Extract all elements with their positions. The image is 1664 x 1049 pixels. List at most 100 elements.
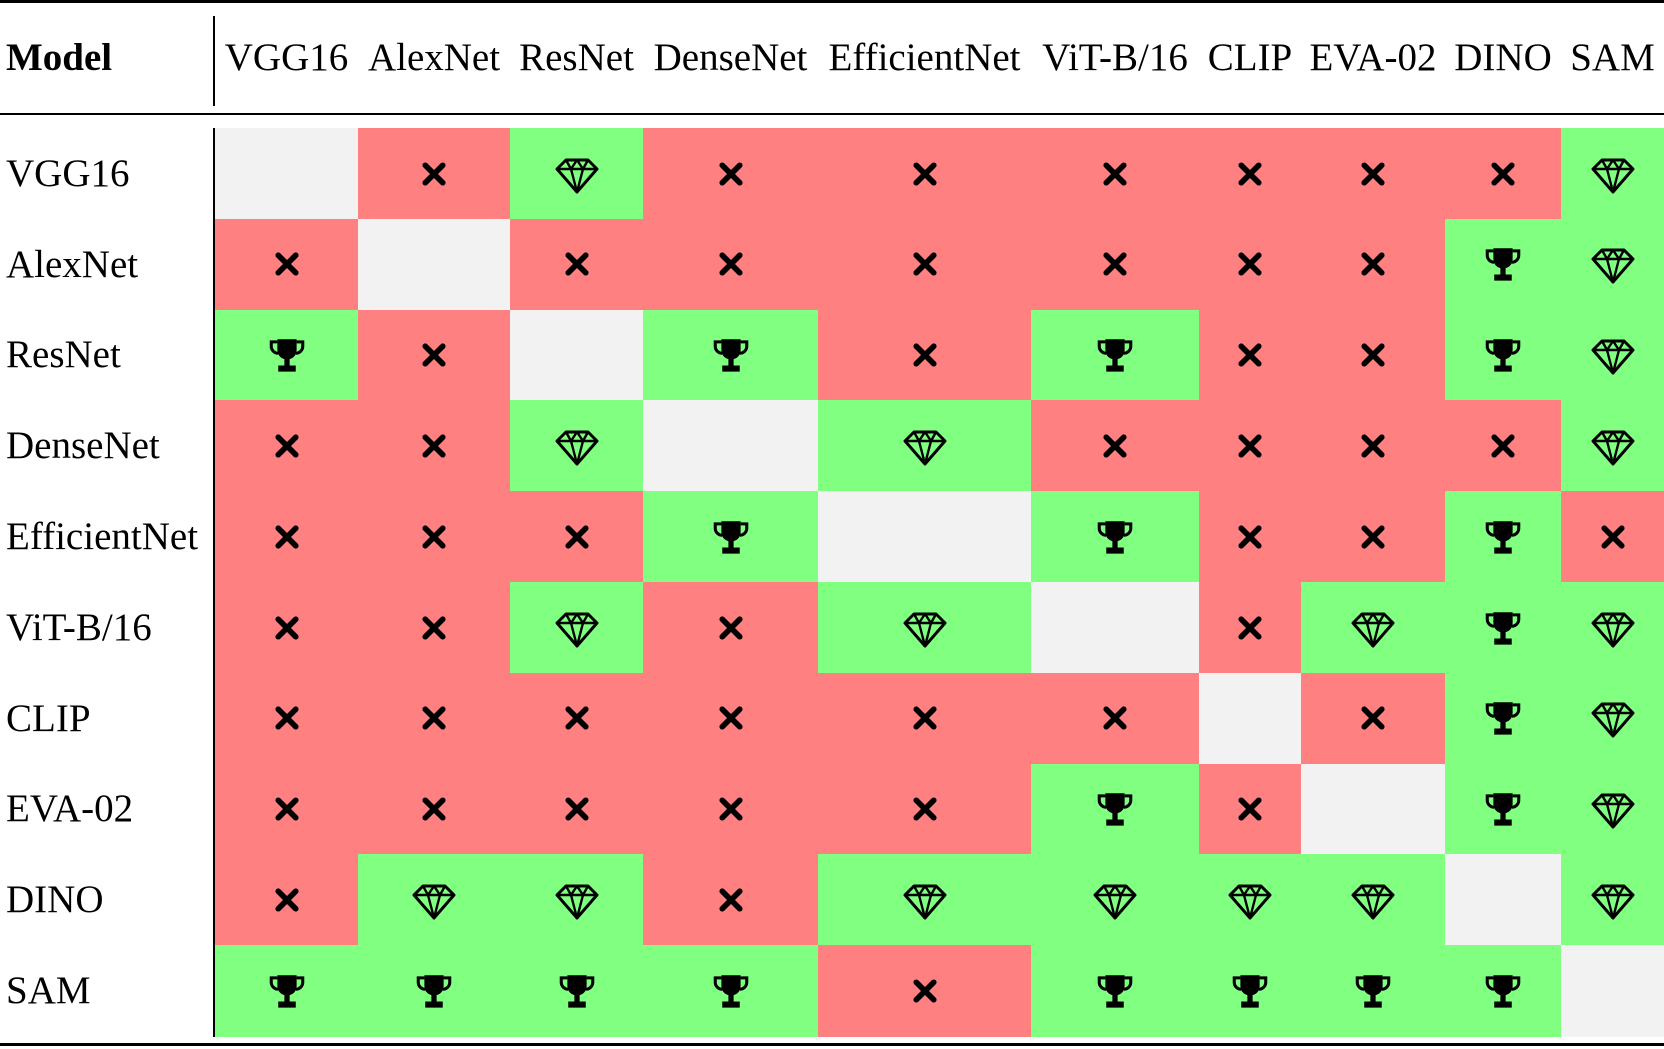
column-header: EVA-02: [1309, 35, 1437, 79]
row-label: VGG16: [6, 151, 130, 195]
column-header: DenseNet: [653, 35, 808, 79]
header-bottom-rule: [0, 113, 1664, 115]
trophy-icon: [1094, 788, 1136, 830]
result-cell-cross: [1031, 400, 1199, 492]
diagonal-cell: [1031, 582, 1199, 674]
close-icon: [910, 340, 940, 370]
close-icon: [716, 703, 746, 733]
trophy-icon: [710, 516, 752, 558]
column-header: CLIP: [1207, 35, 1293, 79]
row-label: ResNet: [6, 333, 121, 377]
diagonal-cell: [215, 128, 358, 220]
result-cell-cross: [358, 763, 510, 855]
trophy-icon: [1482, 697, 1524, 739]
trophy-icon: [1094, 334, 1136, 376]
result-cell-cross: [1031, 218, 1199, 311]
result-cell-diamond: [1031, 854, 1199, 946]
result-cell-trophy: [1445, 491, 1561, 583]
column-header: VGG16: [224, 35, 349, 79]
result-cell-diamond: [510, 128, 643, 220]
result-cell-cross: [643, 854, 818, 946]
result-cell-cross: [1031, 128, 1199, 220]
close-icon: [562, 794, 592, 824]
close-icon: [272, 431, 302, 461]
diagonal-cell: [358, 218, 510, 311]
close-icon: [1598, 522, 1628, 552]
row-label: DINO: [6, 878, 104, 922]
close-icon: [1235, 340, 1265, 370]
result-cell-diamond: [1561, 854, 1664, 946]
close-icon: [910, 703, 940, 733]
result-cell-diamond: [818, 582, 1031, 674]
column-header: ViT-B/16: [1042, 35, 1188, 79]
close-icon: [419, 794, 449, 824]
result-cell-cross: [1301, 491, 1445, 583]
close-icon: [419, 159, 449, 189]
close-icon: [419, 340, 449, 370]
body-divider: [213, 128, 215, 1037]
diagonal-cell: [643, 400, 818, 492]
header-divider: [213, 16, 215, 106]
row-label: EVA-02: [6, 787, 134, 831]
result-cell-cross: [1445, 400, 1561, 492]
column-header: ResNet: [519, 35, 634, 79]
result-cell-cross: [358, 309, 510, 401]
close-icon: [910, 249, 940, 279]
result-cell-cross: [1199, 763, 1301, 855]
diamond-icon: [553, 422, 601, 470]
result-cell-trophy: [1445, 309, 1561, 401]
result-cell-cross: [1445, 128, 1561, 220]
row-label: ViT-B/16: [6, 605, 152, 649]
result-cell-trophy: [1031, 945, 1199, 1037]
close-icon: [1358, 249, 1388, 279]
trophy-icon: [413, 970, 455, 1012]
diamond-icon: [901, 604, 949, 652]
result-cell-diamond: [1301, 582, 1445, 674]
result-cell-cross: [818, 309, 1031, 401]
result-cell-diamond: [1561, 400, 1664, 492]
result-cell-diamond: [1301, 854, 1445, 946]
close-icon: [419, 431, 449, 461]
close-icon: [1235, 794, 1265, 824]
trophy-icon: [1482, 243, 1524, 285]
diamond-icon: [1589, 604, 1637, 652]
diamond-icon: [1226, 876, 1274, 924]
close-icon: [1100, 159, 1130, 189]
result-cell-cross: [643, 672, 818, 765]
result-cell-trophy: [215, 309, 358, 401]
result-cell-cross: [215, 400, 358, 492]
result-cell-cross: [643, 128, 818, 220]
result-cell-cross: [818, 672, 1031, 765]
result-cell-diamond: [1561, 582, 1664, 674]
close-icon: [910, 159, 940, 189]
result-cell-cross: [510, 672, 643, 765]
close-icon: [1100, 703, 1130, 733]
close-icon: [1488, 159, 1518, 189]
diamond-icon: [901, 876, 949, 924]
close-icon: [1235, 159, 1265, 189]
result-cell-trophy: [358, 945, 510, 1037]
result-cell-cross: [215, 763, 358, 855]
row-label: CLIP: [6, 696, 91, 740]
diamond-icon: [1589, 876, 1637, 924]
result-cell-trophy: [1199, 945, 1301, 1037]
row-label: AlexNet: [6, 242, 139, 286]
column-header: SAM: [1570, 35, 1655, 79]
close-icon: [716, 885, 746, 915]
result-cell-diamond: [818, 400, 1031, 492]
close-icon: [419, 613, 449, 643]
diamond-icon: [1589, 150, 1637, 198]
result-cell-cross: [1561, 491, 1664, 583]
result-cell-cross: [510, 218, 643, 311]
trophy-icon: [710, 334, 752, 376]
close-icon: [562, 703, 592, 733]
result-cell-trophy: [510, 945, 643, 1037]
header-model-label: Model: [6, 35, 113, 79]
result-cell-cross: [1301, 309, 1445, 401]
top-rule: [0, 0, 1664, 3]
diamond-icon: [410, 876, 458, 924]
result-cell-cross: [358, 400, 510, 492]
close-icon: [1358, 703, 1388, 733]
result-cell-cross: [818, 218, 1031, 311]
trophy-icon: [1482, 607, 1524, 649]
